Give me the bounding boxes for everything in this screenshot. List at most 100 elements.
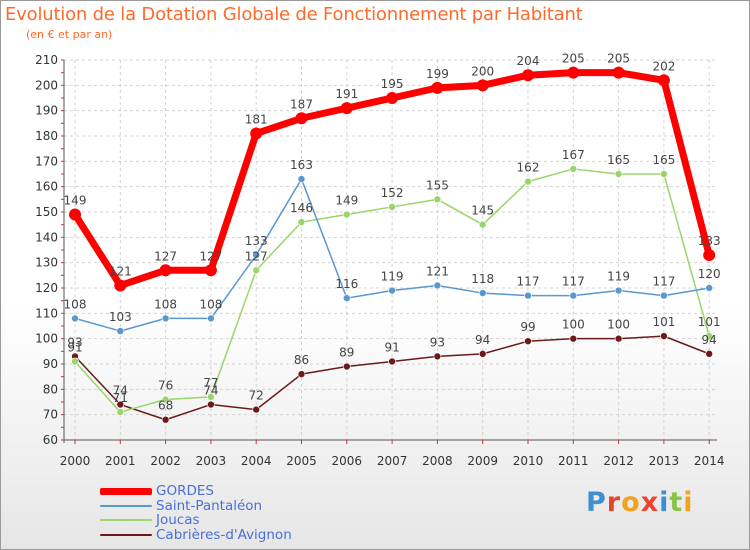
data-point-joucas-2005	[297, 218, 306, 226]
data-point-gordes-2014	[703, 249, 716, 262]
data-point-gordes-2008	[431, 81, 444, 94]
data-label-gordes-2006: 191	[335, 87, 358, 101]
data-label-joucas-2001: 71	[113, 391, 128, 405]
y-tick-label: 170	[35, 154, 58, 168]
data-label-joucas-2010: 162	[517, 161, 540, 175]
data-label-cabri-res-d-avignon-2013: 101	[652, 315, 675, 329]
x-tick-label: 2010	[513, 454, 544, 468]
data-label-gordes-2007: 195	[381, 77, 404, 91]
data-point-gordes-2002	[159, 264, 172, 277]
data-point-joucas-2001	[116, 408, 125, 416]
data-label-saint-pantal-on-2010: 117	[517, 275, 540, 289]
data-label-saint-pantal-on-2004: 133	[245, 234, 268, 248]
y-tick-label: 120	[35, 281, 58, 295]
data-point-saint-pantal-on-2004	[252, 251, 261, 259]
legend-item-joucas: Joucas	[100, 513, 292, 528]
data-point-cabri-res-d-avignon-2011	[569, 334, 578, 343]
data-label-saint-pantal-on-2000: 108	[64, 297, 87, 311]
y-tick-label: 140	[35, 230, 58, 244]
logo-letter: i	[683, 487, 694, 518]
data-label-joucas-2002: 76	[158, 378, 173, 392]
data-label-saint-pantal-on-2008: 121	[426, 264, 449, 278]
data-label-gordes-2010: 204	[517, 54, 540, 68]
logo-letter: P	[586, 487, 607, 518]
data-point-joucas-2009	[478, 220, 487, 229]
y-tick-label: 150	[35, 205, 58, 219]
data-point-cabri-res-d-avignon-2006	[342, 362, 351, 371]
data-label-saint-pantal-on-2006: 116	[335, 277, 358, 291]
data-label-cabri-res-d-avignon-2009: 94	[475, 333, 490, 347]
data-label-saint-pantal-on-2005: 163	[290, 158, 313, 172]
data-point-gordes-2011	[567, 66, 580, 79]
data-point-saint-pantal-on-2009	[478, 289, 487, 297]
data-label-cabri-res-d-avignon-2011: 100	[562, 318, 585, 332]
data-point-saint-pantal-on-2003	[207, 314, 215, 323]
y-tick-label: 180	[35, 129, 58, 143]
data-point-cabri-res-d-avignon-2012	[614, 334, 623, 343]
data-point-cabri-res-d-avignon-2014	[705, 350, 714, 358]
logo-letter: t	[669, 487, 684, 518]
data-point-saint-pantal-on-2014	[705, 284, 714, 292]
data-label-joucas-2012: 165	[607, 153, 630, 167]
legend-item-saint-pantal-on: Saint-Pantaléon	[100, 499, 292, 514]
data-label-saint-pantal-on-2007: 119	[381, 270, 404, 284]
data-label-saint-pantal-on-2002: 108	[154, 297, 177, 311]
data-label-joucas-2004: 127	[245, 249, 268, 263]
data-point-joucas-2014	[705, 332, 714, 340]
x-tick-label: 2007	[377, 454, 408, 468]
data-point-gordes-2013	[657, 74, 670, 87]
data-label-cabri-res-d-avignon-2000: 93	[67, 335, 82, 349]
x-tick-label: 2004	[241, 454, 272, 468]
data-label-joucas-2007: 152	[381, 186, 404, 200]
chart-subtitle: (en € et par an)	[26, 28, 113, 41]
data-point-joucas-2008	[433, 195, 442, 204]
proxiti-logo: Proxiti	[586, 487, 694, 518]
data-label-cabri-res-d-avignon-2010: 99	[520, 320, 535, 334]
data-point-saint-pantal-on-2008	[433, 281, 442, 290]
data-point-saint-pantal-on-2012	[614, 286, 623, 295]
y-tick-label: 60	[43, 433, 58, 447]
x-tick-label: 2011	[558, 454, 589, 468]
data-point-gordes-2004	[250, 127, 263, 140]
data-point-cabri-res-d-avignon-2008	[433, 352, 442, 361]
data-point-cabri-res-d-avignon-2001	[116, 400, 125, 409]
data-label-gordes-2008: 199	[426, 67, 449, 81]
data-label-cabri-res-d-avignon-2003: 74	[203, 384, 218, 398]
logo-letter: i	[659, 487, 670, 518]
data-label-cabri-res-d-avignon-2004: 72	[249, 389, 264, 403]
data-label-gordes-2009: 200	[471, 64, 494, 78]
data-point-joucas-2004	[252, 266, 261, 275]
data-point-gordes-2009	[476, 79, 489, 92]
legend-label: Saint-Pantaléon	[156, 497, 263, 514]
data-label-gordes-2001: 121	[109, 264, 132, 278]
y-tick-label: 190	[35, 104, 58, 118]
data-label-joucas-2009: 145	[471, 204, 494, 218]
data-label-joucas-2006: 149	[335, 194, 358, 208]
data-label-saint-pantal-on-2014: 120	[698, 267, 721, 281]
data-point-saint-pantal-on-2011	[569, 291, 578, 300]
data-label-cabri-res-d-avignon-2002: 68	[158, 399, 173, 413]
x-tick-label: 2014	[694, 454, 725, 468]
data-label-saint-pantal-on-2009: 118	[471, 272, 494, 286]
y-tick-label: 160	[35, 180, 58, 194]
data-point-saint-pantal-on-2005	[297, 175, 306, 183]
legend-label: GORDES	[156, 483, 214, 500]
data-label-joucas-2005: 146	[290, 201, 313, 215]
data-label-cabri-res-d-avignon-2012: 100	[607, 318, 630, 332]
data-point-gordes-2006	[340, 102, 353, 115]
x-tick-label: 2005	[286, 454, 317, 468]
data-point-saint-pantal-on-2006	[342, 294, 351, 302]
data-label-saint-pantal-on-2003: 108	[199, 297, 222, 311]
data-label-joucas-2003: 77	[203, 376, 218, 390]
data-point-cabri-res-d-avignon-2007	[388, 357, 396, 366]
data-point-cabri-res-d-avignon-2005	[297, 370, 306, 378]
data-point-gordes-2003	[204, 264, 217, 277]
data-label-cabri-res-d-avignon-2001: 74	[113, 384, 128, 398]
data-point-gordes-2000	[69, 208, 81, 221]
data-point-saint-pantal-on-2010	[524, 291, 532, 300]
legend-item-gordes: GORDES	[100, 484, 292, 499]
data-point-saint-pantal-on-2000	[71, 314, 79, 323]
logo-letter: o	[621, 487, 641, 518]
data-point-joucas-2011	[569, 165, 578, 173]
